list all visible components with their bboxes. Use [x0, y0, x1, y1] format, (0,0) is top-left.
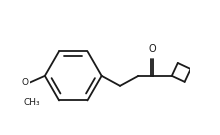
Text: CH₃: CH₃: [23, 98, 40, 107]
Text: O: O: [148, 44, 156, 54]
Text: O: O: [22, 78, 29, 87]
